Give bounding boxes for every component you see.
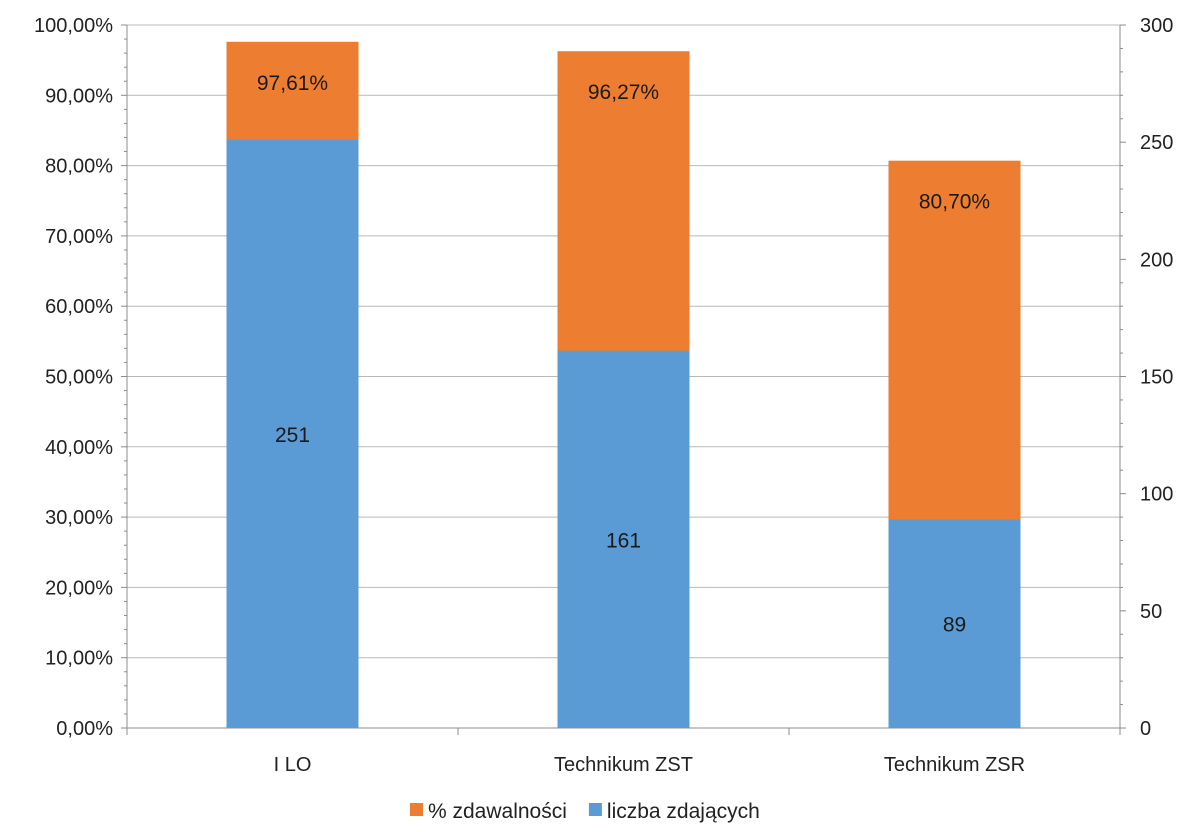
right-tick-label: 0 <box>1140 718 1151 740</box>
right-axis-ticks: 0 50 100 150 200 250 300 <box>1140 15 1173 740</box>
left-tick-label: 40,00% <box>45 437 113 459</box>
left-tick-label: 20,00% <box>45 577 113 599</box>
right-tick-label: 250 <box>1140 132 1173 154</box>
right-tick-label: 100 <box>1140 484 1173 506</box>
data-label-pass-rate: 96,27% <box>588 81 659 104</box>
left-tick-label: 100,00% <box>34 15 113 37</box>
left-tick-label: 80,00% <box>45 156 113 178</box>
data-label-pass-rate: 97,61% <box>257 72 328 95</box>
right-tick-label: 300 <box>1140 15 1173 37</box>
category-label: I LO <box>274 754 312 776</box>
data-label-candidate-count: 89 <box>943 614 966 637</box>
bar-candidate-count <box>888 519 1021 728</box>
data-label-pass-rate: 80,70% <box>919 191 990 214</box>
left-tick-label: 10,00% <box>45 648 113 670</box>
axes <box>121 24 1126 735</box>
category-label: Technikum ZSR <box>884 754 1025 776</box>
right-tick-label: 200 <box>1140 249 1173 271</box>
left-tick-label: 90,00% <box>45 85 113 107</box>
left-tick-label: 70,00% <box>45 226 113 248</box>
left-tick-label: 0,00% <box>56 718 113 740</box>
bar-candidate-count <box>557 350 690 728</box>
left-axis-ticks: 0,00% 10,00% 20,00% 30,00% 40,00% 50,00% 60,00… <box>34 15 113 740</box>
bars <box>226 41 1021 729</box>
data-label-candidate-count: 251 <box>275 424 310 447</box>
data-labels: 97,61% 251 96,27% 161 80,70% 89 <box>257 72 990 637</box>
legend-label: liczba zdających <box>607 800 760 823</box>
left-tick-label: 30,00% <box>45 507 113 529</box>
legend-label: % zdawalności <box>428 800 567 823</box>
left-tick-label: 50,00% <box>45 367 113 389</box>
category-labels: I LO Technikum ZST Technikum ZSR <box>274 754 1025 776</box>
right-tick-label: 150 <box>1140 367 1173 389</box>
legend: % zdawalności liczba zdających <box>410 800 760 823</box>
legend-swatch <box>588 803 602 816</box>
data-label-candidate-count: 161 <box>606 529 641 552</box>
bar-candidate-count <box>226 139 359 728</box>
right-tick-label: 50 <box>1140 601 1162 623</box>
category-label: Technikum ZST <box>554 754 693 776</box>
left-tick-label: 60,00% <box>45 296 113 318</box>
legend-swatch <box>410 803 423 816</box>
